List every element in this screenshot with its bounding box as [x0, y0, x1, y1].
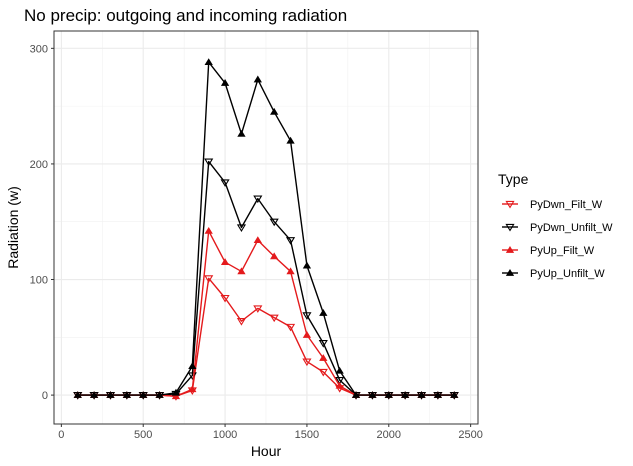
data-point [236, 318, 247, 326]
data-point [318, 340, 328, 348]
data-point [269, 314, 279, 323]
data-point [302, 261, 312, 269]
x-tick-label: 2500 [458, 429, 482, 441]
y-tick-label: 0 [42, 390, 48, 402]
legend-item-pyup-filt-w: PyUp_Filt_W [502, 245, 595, 257]
data-point [270, 107, 279, 115]
data-point [368, 391, 377, 398]
series-pyup-unfilt-w [73, 58, 459, 398]
legend-item-pydwn-filt-w: PyDwn_Filt_W [502, 199, 603, 211]
data-point [171, 388, 181, 396]
data-point [286, 136, 295, 144]
legend-title: Type [498, 171, 529, 187]
y-axis-title: Radiation (w) [5, 186, 21, 268]
data-point [237, 267, 246, 275]
data-point [351, 391, 361, 398]
legend-key-marker [505, 200, 515, 209]
data-point [433, 391, 443, 398]
legend-key-marker [505, 223, 515, 232]
data-point [204, 158, 214, 167]
data-point [253, 195, 263, 204]
data-point [335, 366, 344, 374]
data-point [73, 391, 82, 398]
data-point [89, 391, 99, 398]
x-tick-label: 1000 [213, 429, 237, 441]
x-axis-title: Hour [251, 443, 282, 459]
axis-ticks: 0 500 1000 1500 2000 2500 0 100 200 300 [30, 43, 483, 441]
data-point [204, 226, 213, 234]
data-point [319, 354, 328, 361]
data-point [204, 275, 214, 283]
data-point [204, 58, 213, 66]
data-point [188, 385, 197, 393]
data-point [450, 391, 459, 398]
legend-item-pydwn-unfilt-w: PyDwn_Unfilt_W [502, 222, 613, 234]
legend-label: PyDwn_Filt_W [530, 199, 603, 211]
data-point [417, 391, 426, 398]
x-tick-label: 500 [134, 429, 152, 441]
data-point [253, 75, 262, 83]
y-tick-label: 300 [30, 43, 48, 55]
data-point [302, 330, 312, 338]
data-point [220, 79, 230, 86]
x-tick-label: 2000 [377, 429, 401, 441]
data-point [270, 252, 279, 260]
data-point [220, 294, 230, 303]
data-point [155, 391, 164, 398]
data-point [236, 224, 247, 232]
data-point [139, 391, 148, 398]
chart-title: No precip: outgoing and incoming radiati… [24, 6, 347, 25]
data-point [401, 391, 410, 398]
data-point [319, 309, 328, 316]
legend-label: PyUp_Filt_W [530, 245, 595, 257]
data-point [171, 392, 181, 400]
plot-border [53, 30, 479, 425]
x-tick-label: 1500 [295, 429, 319, 441]
data-point [237, 129, 246, 137]
data-point [335, 377, 345, 385]
y-tick-label: 200 [30, 159, 48, 171]
data-point [384, 391, 393, 398]
legend-item-pyup-unfilt-w: PyUp_Unfilt_W [502, 268, 605, 280]
data-point [122, 391, 131, 398]
legend-label: PyDwn_Unfilt_W [530, 222, 613, 234]
data-point [302, 312, 312, 320]
data-point [285, 237, 296, 245]
legend-key-marker [505, 269, 515, 276]
data-point [253, 236, 262, 244]
data-point [220, 258, 230, 265]
y-tick-label: 100 [30, 275, 48, 287]
legend-key-marker [505, 246, 515, 253]
data-point [286, 267, 295, 275]
data-point [188, 362, 197, 370]
data-point [302, 358, 312, 367]
data-point [335, 381, 344, 389]
data-point [318, 368, 328, 377]
legend: Type PyDwn_Filt_W PyDwn_Unfilt_W PyUp_Filt… [498, 171, 613, 280]
x-tick-label: 0 [58, 429, 64, 441]
series-layer [73, 58, 459, 401]
data-point [269, 218, 279, 227]
legend-label: PyUp_Unfilt_W [530, 268, 605, 280]
data-point [220, 179, 230, 187]
data-point [253, 305, 263, 313]
series-line [77, 61, 455, 396]
data-point [106, 391, 115, 398]
data-point [285, 323, 296, 332]
